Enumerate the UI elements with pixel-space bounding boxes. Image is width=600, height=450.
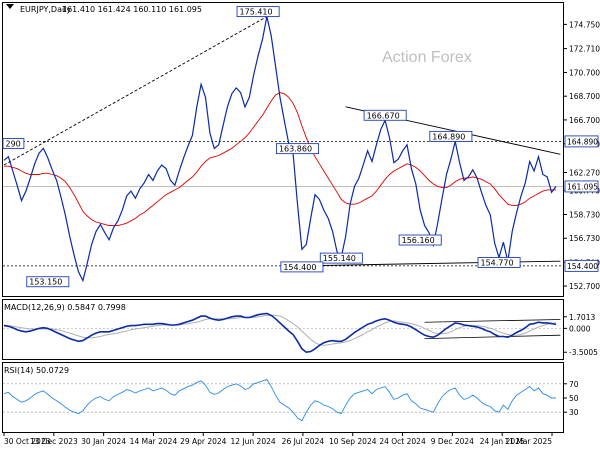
price-level-callout-label: 154.770 — [480, 259, 513, 268]
macd-line — [3, 312, 557, 354]
macd-plot — [3, 312, 563, 354]
price-level-callout-label: 290 — [6, 140, 21, 149]
rsi-tick-label: 70 — [569, 380, 579, 389]
rsi-tick-label: 30 — [569, 408, 579, 417]
price-axis-markers: 164.890 161.095 154.400 — [564, 135, 599, 272]
macd-tick-label: 1.7013 — [569, 313, 595, 322]
price-level-callout-label: 155.140 — [323, 254, 356, 263]
price-plot — [3, 16, 563, 283]
price-level-callout — [477, 257, 521, 268]
macd-title: MACD(12,26,9) 0.5847 0.7998 — [4, 303, 126, 312]
macd-signal-line — [3, 314, 557, 346]
watermark: Action Forex — [382, 49, 472, 66]
time-tick-label: 11 Mar 2025 — [504, 437, 552, 446]
price-level-callout-label: 153.150 — [29, 278, 62, 287]
price-level-callout-label: 166.670 — [367, 111, 400, 120]
time-tick-label: 13 Dec 2023 — [30, 437, 78, 446]
price-tick-label: 162.270 — [569, 168, 600, 177]
macd-tick-label: -3.5005 — [569, 348, 598, 357]
axis-value-marker — [564, 135, 599, 148]
price-level-callout-label: 175.410 — [240, 8, 273, 17]
price-tick-label: 166.700 — [569, 116, 600, 125]
price-tick-label: 168.700 — [569, 92, 600, 101]
price-level-callout-label: 164.890 — [432, 132, 465, 141]
rsi-line — [3, 378, 556, 422]
price-tick-label: 174.750 — [569, 20, 600, 29]
time-tick-label: 9 Dec 2024 — [431, 437, 474, 446]
symbol-label: EURJPY,Daily — [20, 5, 71, 14]
time-tick-label: 12 Jun 2024 — [231, 437, 276, 446]
price-tick-label: 172.710 — [569, 45, 600, 54]
macd-tick-label: 0.000 — [569, 324, 591, 333]
rsi-plot — [3, 378, 563, 422]
time-tick-label: 30 Oct 2023 — [4, 437, 51, 446]
time-tick-label: 26 Jul 2024 — [282, 437, 325, 446]
price-tick-label: 152.700 — [569, 282, 600, 291]
price-level-callout-label: 154.400 — [283, 263, 316, 272]
price-level-callout — [280, 261, 324, 273]
rsi-axis: 70 50 30 — [564, 380, 579, 417]
price-line — [3, 16, 557, 283]
price-level-callout-label: 163.860 — [279, 145, 312, 154]
time-tick-label: 29 Apr 2024 — [180, 437, 227, 446]
price-level-callout — [236, 6, 280, 18]
macd-trendline — [424, 319, 561, 323]
price-level-callout-label: 156.160 — [402, 236, 435, 245]
price-tick-label: 156.730 — [569, 234, 600, 243]
time-tick-label: 24 Oct 2024 — [379, 437, 426, 446]
price-tick-label: 158.730 — [569, 211, 600, 220]
axis-value-marker-label: 161.095 — [567, 182, 598, 191]
price-level-callout — [2, 138, 25, 149]
axis-value-marker-label: 164.890 — [567, 137, 598, 146]
time-tick-label: 14 Mar 2024 — [130, 437, 178, 446]
price-level-callout — [398, 234, 442, 246]
trendline — [3, 16, 268, 166]
price-level-callout — [363, 109, 407, 121]
macd-panel-frame — [2, 299, 564, 360]
price-axis: 174.750172.710170.700168.700166.700164.6… — [564, 20, 600, 291]
axis-value-marker — [564, 180, 599, 193]
time-tick-label: 10 Sep 2024 — [329, 437, 377, 446]
price-level-callout — [26, 276, 70, 288]
axis-value-marker-label: 154.400 — [567, 262, 598, 271]
axis-value-marker — [564, 259, 599, 272]
price-level-callout — [276, 143, 320, 155]
price-level-callout — [429, 130, 473, 142]
price-tick-label: 170.700 — [569, 68, 600, 77]
macd-axis: 1.7013 0.000 -3.5005 — [564, 313, 598, 357]
rsi-tick-label: 50 — [569, 394, 579, 403]
collapse-triangle-icon[interactable] — [6, 4, 14, 9]
rsi-title: RSI(14) 50.0729 — [4, 366, 69, 375]
ohlc-label: 161.410 161.424 160.110 161.095 — [62, 5, 202, 14]
time-tick-label: 24 Jan 2025 — [480, 437, 525, 446]
macd-trendline — [424, 334, 561, 339]
price-annotations: 175.410 166.670 164.890 163.860 155.140 156.1… — [2, 6, 521, 288]
time-tick-label: 30 Jan 2024 — [81, 437, 126, 446]
rsi-panel-frame — [2, 362, 564, 433]
price-level-callout — [319, 252, 363, 264]
